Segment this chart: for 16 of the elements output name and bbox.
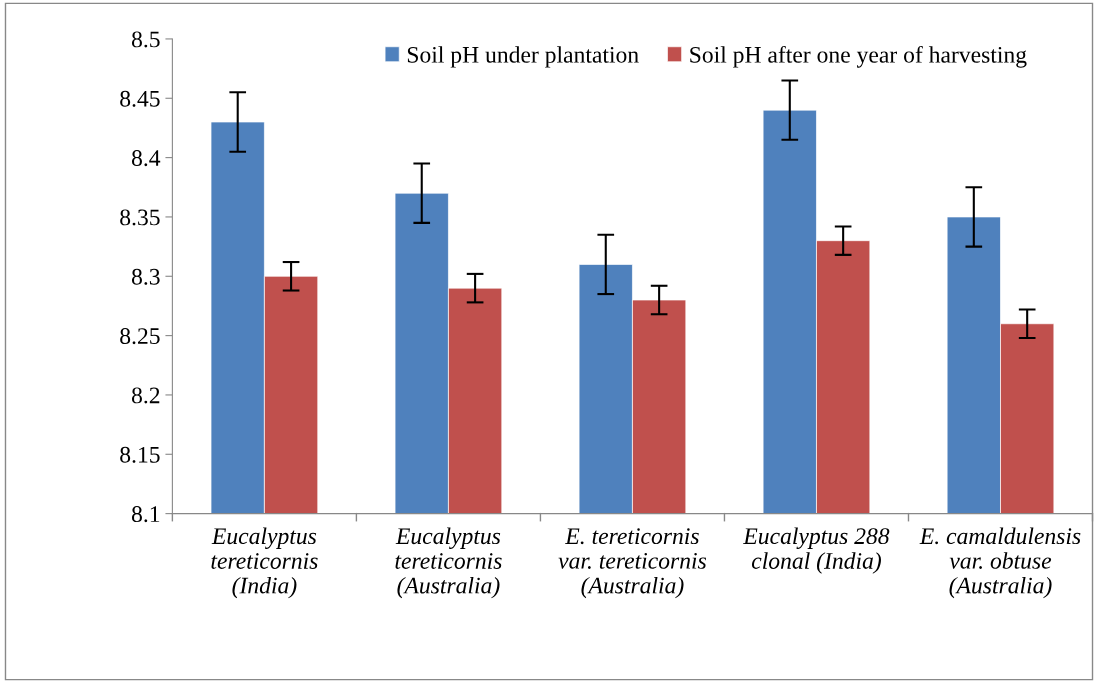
y-tick-label: 8.15: [120, 446, 160, 463]
legend-label: Soil pH under plantation: [407, 46, 639, 68]
x-tick-label: Eucalyptus tereticornis (Australia): [395, 527, 502, 599]
y-tick-label: 8.25: [120, 328, 160, 345]
y-tick-label: 8.5: [131, 31, 160, 48]
y-tick-label: 8.2: [131, 387, 160, 404]
x-tick-label: Eucalyptus tereticornis (India): [211, 527, 318, 599]
legend-label: Soil pH after one year of harvesting: [690, 45, 1027, 68]
x-tick-label: E. tereticornis var. tereticornis (Australia): [558, 528, 707, 599]
y-tick-label: 8.1: [131, 506, 160, 523]
y-tick-label: 8.45: [120, 90, 160, 107]
y-tick-label: 8.35: [120, 209, 160, 226]
x-tick-label: E. camaldulensis var. obtuse (Australia): [919, 527, 1081, 599]
x-tick-label: Eucalyptus 288 clonal (India): [743, 527, 890, 574]
y-tick-label: 8.4: [131, 150, 161, 167]
y-tick-label: 8.3: [131, 268, 160, 285]
